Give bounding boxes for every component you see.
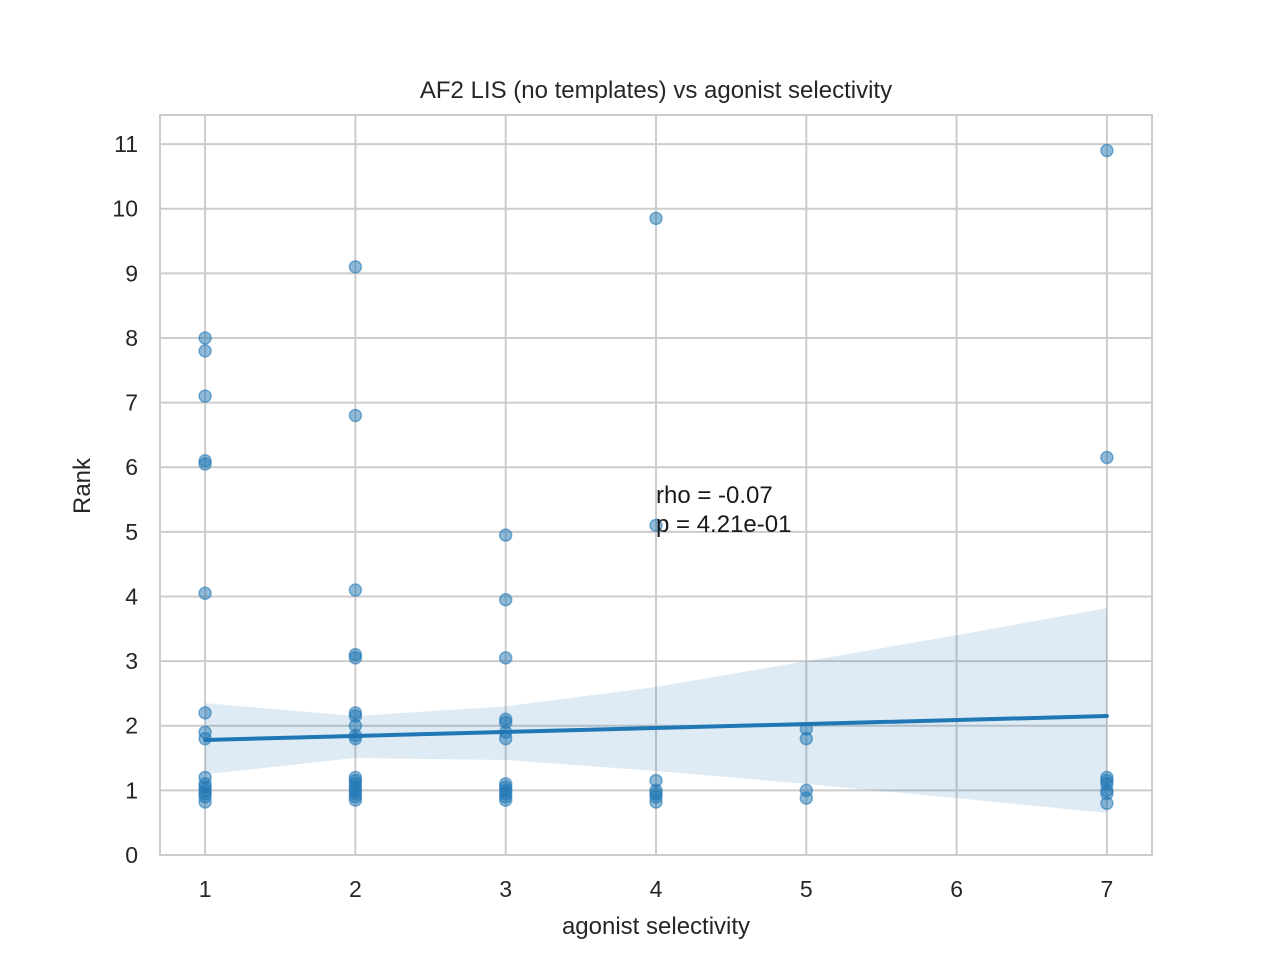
data-point [498, 528, 513, 542]
data-point [649, 795, 663, 809]
y-tick-label: 0 [125, 842, 138, 868]
data-point [348, 260, 363, 274]
regression-line-segment [203, 714, 1109, 742]
x-tick-labels: 1 2 3 4 5 6 7 [199, 876, 1114, 902]
data-point [348, 651, 363, 665]
y-tick-label: 1 [125, 777, 138, 803]
data-point [799, 791, 814, 805]
data-point [198, 457, 212, 471]
x-tick-label: 3 [499, 876, 512, 902]
y-tick-label: 10 [112, 196, 138, 222]
annotation-p-value: p = 4.21e-01 [656, 511, 791, 538]
y-axis-label: Rank [69, 457, 96, 514]
confidence-band [205, 608, 1107, 813]
x-tick-label: 4 [650, 876, 663, 902]
data-point [649, 211, 663, 226]
annotation-rho: rho = -0.07 [656, 482, 773, 509]
y-tick-label: 11 [114, 131, 138, 157]
x-tick-label: 6 [950, 876, 963, 902]
data-point [498, 651, 513, 665]
y-tick-label: 9 [125, 260, 138, 286]
data-point [198, 331, 212, 345]
chart-title: AF2 LIS (no templates) vs agonist select… [420, 77, 892, 104]
data-point [198, 586, 212, 601]
x-axis-label: agonist selectivity [562, 913, 750, 940]
y-tick-label: 4 [125, 583, 138, 609]
data-points [198, 143, 1114, 811]
data-point [498, 592, 513, 607]
data-point [198, 344, 212, 358]
data-point [348, 408, 363, 423]
y-tick-label: 3 [125, 648, 138, 674]
x-tick-label: 2 [349, 876, 362, 902]
data-point [198, 389, 212, 403]
y-tick-label: 2 [125, 713, 138, 739]
y-tick-labels: 0 1 2 3 4 5 6 7 8 9 10 11 [112, 131, 138, 868]
confidence-band-area [205, 608, 1107, 813]
data-point [799, 731, 814, 746]
data-point [649, 518, 663, 533]
data-point [1100, 796, 1114, 811]
x-tick-label: 7 [1101, 876, 1114, 902]
y-tick-label: 8 [125, 325, 138, 351]
data-point [198, 706, 212, 720]
data-point [348, 583, 363, 597]
regression-line [203, 714, 1109, 742]
y-tick-label: 7 [125, 390, 138, 416]
data-point [198, 795, 212, 809]
y-tick-label: 6 [125, 454, 138, 480]
y-tick-label: 5 [125, 519, 138, 545]
x-tick-label: 1 [199, 876, 212, 902]
data-point [498, 793, 513, 807]
data-point [1100, 450, 1114, 465]
plot-frame [159, 114, 1153, 856]
data-point [1100, 143, 1114, 158]
data-point [348, 793, 363, 807]
data-point [498, 731, 513, 746]
x-tick-label: 5 [800, 876, 813, 902]
